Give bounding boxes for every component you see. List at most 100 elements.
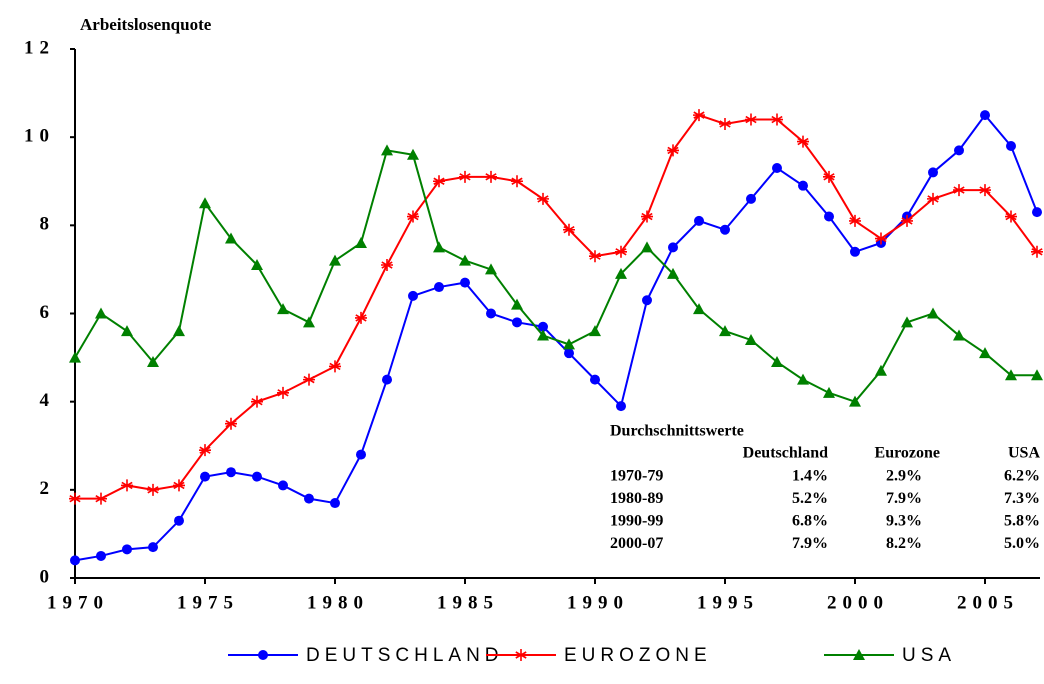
marker [667, 144, 679, 157]
table-cell: 7.9% [886, 490, 922, 507]
marker [927, 192, 939, 205]
marker [719, 117, 731, 130]
marker [329, 254, 341, 266]
marker [537, 192, 549, 205]
marker [824, 211, 834, 222]
marker [95, 492, 107, 505]
marker [381, 144, 393, 156]
marker [641, 210, 653, 223]
marker [694, 215, 704, 226]
y-tick-label: 2 [40, 478, 56, 499]
table-column-header: Deutschland [743, 445, 828, 462]
marker [693, 109, 705, 122]
marker [771, 113, 783, 126]
marker [251, 395, 263, 408]
series-line [75, 113, 1038, 500]
marker [615, 245, 627, 258]
marker [589, 325, 601, 337]
marker [719, 325, 731, 337]
marker [199, 197, 211, 209]
marker [875, 364, 887, 376]
marker [122, 544, 132, 555]
x-tick-label: 1990 [567, 592, 629, 613]
legend-label: DEUTSCHLAND [306, 645, 504, 666]
y-tick-label: 12 [24, 37, 55, 58]
marker [771, 355, 783, 367]
table-cell: 9.3% [886, 513, 922, 530]
table-cell: 2.9% [886, 468, 922, 485]
marker [382, 374, 392, 385]
marker [96, 550, 106, 561]
table-cell: 5.2% [792, 490, 828, 507]
marker [849, 395, 861, 407]
x-tick-label: 2005 [957, 592, 1019, 613]
marker [459, 170, 471, 183]
y-tick-label: 8 [40, 214, 56, 235]
x-tick-label: 1985 [437, 592, 499, 613]
table-column-header: Eurozone [875, 445, 940, 462]
table-cell: 8.2% [886, 535, 922, 552]
x-tick-label: 1995 [697, 592, 759, 613]
marker [745, 113, 757, 126]
marker [258, 650, 268, 660]
marker [590, 374, 600, 385]
marker [511, 175, 523, 188]
marker [823, 170, 835, 183]
table-cell: 7.9% [792, 535, 828, 552]
marker [329, 360, 341, 373]
marker [798, 180, 808, 191]
marker [563, 338, 575, 350]
marker [850, 246, 860, 257]
marker [174, 515, 184, 526]
marker [147, 483, 159, 496]
marker [642, 295, 652, 306]
marker [979, 347, 991, 359]
marker [277, 303, 289, 315]
legend-label: EUROZONE [564, 645, 712, 666]
marker [226, 467, 236, 478]
y-tick-label: 6 [40, 302, 56, 323]
marker [927, 307, 939, 319]
y-tick-label: 10 [24, 126, 55, 147]
marker [70, 555, 80, 566]
marker [641, 241, 653, 253]
marker [849, 214, 861, 227]
marker [980, 110, 990, 121]
legend-item: USA [824, 645, 951, 666]
marker [486, 308, 496, 319]
marker [616, 401, 626, 412]
marker [668, 242, 678, 253]
marker [434, 282, 444, 293]
marker [1032, 207, 1042, 218]
marker [278, 480, 288, 491]
marker [69, 492, 81, 505]
marker [538, 321, 548, 332]
marker [381, 259, 393, 272]
marker [459, 254, 471, 266]
marker [1005, 210, 1017, 223]
table-cell: 6.8% [792, 513, 828, 530]
marker [1006, 140, 1016, 151]
marker [252, 471, 262, 482]
marker [772, 163, 782, 174]
marker [407, 148, 419, 160]
table-column-header: USA [1008, 445, 1040, 462]
marker [589, 250, 601, 263]
marker [563, 223, 575, 236]
marker [853, 649, 865, 660]
marker [330, 498, 340, 509]
marker [901, 214, 913, 227]
marker [408, 290, 418, 301]
marker [460, 277, 470, 288]
marker [485, 170, 497, 183]
table-row-label: 1980-89 [610, 490, 663, 507]
legend-item: EUROZONE [486, 645, 712, 666]
marker [69, 351, 81, 363]
marker [173, 479, 185, 492]
marker [537, 329, 549, 341]
marker [225, 417, 237, 430]
series-line [74, 149, 1037, 403]
marker [745, 333, 757, 345]
table-cell: 6.2% [1004, 468, 1040, 485]
